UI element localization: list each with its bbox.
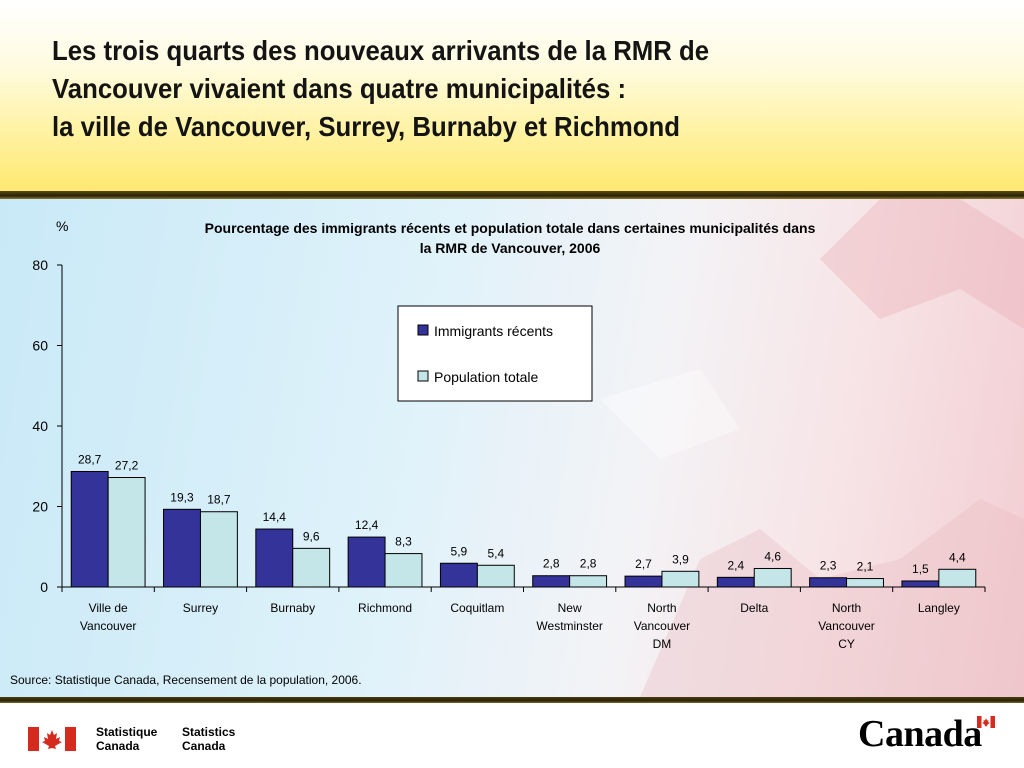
header-divider [0, 191, 1024, 199]
legend-label-immigrants-recents: Immigrants récents [434, 323, 553, 339]
x-category-label: CY [838, 637, 855, 651]
data-label-immigrants-recents: 2,8 [543, 557, 560, 571]
bar-population-totale [938, 568, 977, 588]
bar-population-totale [753, 567, 792, 588]
x-category-label: DM [653, 637, 672, 651]
y-tick-label: 20 [32, 499, 48, 515]
y-tick-label: 80 [32, 257, 48, 273]
legend-swatch-immigrants-recents [417, 324, 429, 336]
data-label-population-totale: 2,8 [580, 557, 597, 571]
slide-title-line-1: Les trois quarts des nouveaux arrivants … [52, 35, 710, 66]
chart-title-line-1: Pourcentage des immigrants récents et po… [204, 220, 816, 236]
bar-population-totale [384, 553, 423, 588]
agency-en-line-1: Statistics [182, 725, 236, 739]
data-label-immigrants-recents: 12,4 [355, 518, 379, 532]
legend-label-population-totale: Population totale [434, 369, 539, 385]
data-label-immigrants-recents: 2,4 [727, 558, 744, 572]
x-category-label: Burnaby [270, 601, 315, 615]
slide-title-line-2: Vancouver vivaient dans quatre municipal… [52, 73, 627, 104]
bar-immigrants-recents [901, 580, 940, 588]
y-tick-label: 60 [32, 338, 48, 354]
slide-title: Les trois quarts des nouveaux arrivants … [52, 32, 926, 146]
bar-population-totale [569, 575, 608, 588]
data-label-population-totale: 8,3 [395, 535, 412, 549]
canada-wordmark: Canada [858, 713, 982, 755]
bar-immigrants-recents [624, 575, 663, 588]
x-category-label: North [832, 601, 861, 615]
bar-immigrants-recents [70, 470, 109, 588]
bar-immigrants-recents [439, 562, 478, 588]
agency-fr-line-1: Statistique [96, 725, 158, 739]
source-note: Source: Statistique Canada, Recensement … [10, 673, 362, 687]
bar-immigrants-recents [163, 508, 201, 588]
data-label-immigrants-recents: 14,4 [263, 510, 287, 524]
bar-population-totale [292, 547, 331, 588]
bar-immigrants-recents [347, 536, 386, 588]
x-category-label: Coquitlam [450, 601, 504, 615]
wordmark-flag-icon [977, 716, 995, 728]
x-category-label: Vancouver [818, 619, 874, 633]
data-label-population-totale: 3,9 [672, 552, 689, 566]
data-label-population-totale: 4,6 [764, 549, 781, 563]
x-category-label: North [647, 601, 676, 615]
data-label-population-totale: 5,4 [487, 546, 504, 560]
y-tick-label: 40 [32, 418, 48, 434]
data-label-population-totale: 27,2 [115, 459, 139, 473]
footer [0, 703, 1024, 768]
bar-population-totale [476, 564, 515, 588]
x-category-label: Vancouver [634, 619, 690, 633]
x-category-label: Richmond [358, 601, 412, 615]
chart-title: Pourcentage des immigrants récents et po… [120, 218, 900, 258]
slide-title-line-3: la ville de Vancouver, Surrey, Burnaby e… [52, 111, 681, 142]
data-label-immigrants-recents: 28,7 [78, 452, 102, 466]
data-label-immigrants-recents: 19,3 [170, 490, 194, 504]
footer-divider [0, 697, 1024, 703]
legend-swatch-population-totale [417, 370, 429, 382]
legend-box [397, 305, 593, 402]
chart-title-line-2: la RMR de Vancouver, 2006 [419, 240, 601, 256]
y-tick-label: 0 [40, 579, 48, 595]
data-label-immigrants-recents: 5,9 [451, 544, 468, 558]
data-label-population-totale: 9,6 [303, 529, 320, 543]
data-label-population-totale: 2,1 [857, 560, 874, 574]
agency-name-french: Statistique Canada [96, 725, 157, 753]
bar-immigrants-recents [532, 575, 571, 588]
flag-background-decoration [600, 199, 1024, 697]
data-label-immigrants-recents: 1,5 [912, 562, 929, 576]
canada-flag-symbol-icon [28, 727, 76, 751]
bar-population-totale [661, 570, 700, 588]
data-label-immigrants-recents: 2,7 [635, 557, 652, 571]
bar-population-totale [846, 578, 884, 588]
agency-en-line-2: Canada [182, 739, 226, 753]
x-category-label: Surrey [183, 601, 218, 615]
agency-fr-line-2: Canada [96, 739, 140, 753]
data-label-population-totale: 18,7 [207, 493, 231, 507]
data-label-immigrants-recents: 2,3 [820, 559, 837, 573]
y-axis-unit-label: % [56, 218, 69, 234]
x-category-label: Langley [918, 601, 960, 615]
data-label-population-totale: 4,4 [949, 550, 966, 564]
x-category-label: Vancouver [80, 619, 136, 633]
x-category-label: Westminster [536, 619, 602, 633]
x-category-label: Delta [740, 601, 768, 615]
x-category-label: New [558, 601, 582, 615]
bar-immigrants-recents [716, 576, 755, 588]
chart-panel [0, 199, 1024, 697]
agency-name-english: Statistics Canada [182, 725, 235, 753]
x-category-label: Ville de [89, 601, 128, 615]
bar-population-totale [199, 511, 238, 588]
bar-immigrants-recents [255, 528, 294, 588]
bar-immigrants-recents [809, 577, 848, 588]
bar-population-totale [107, 477, 146, 588]
slide-header [0, 0, 1024, 192]
